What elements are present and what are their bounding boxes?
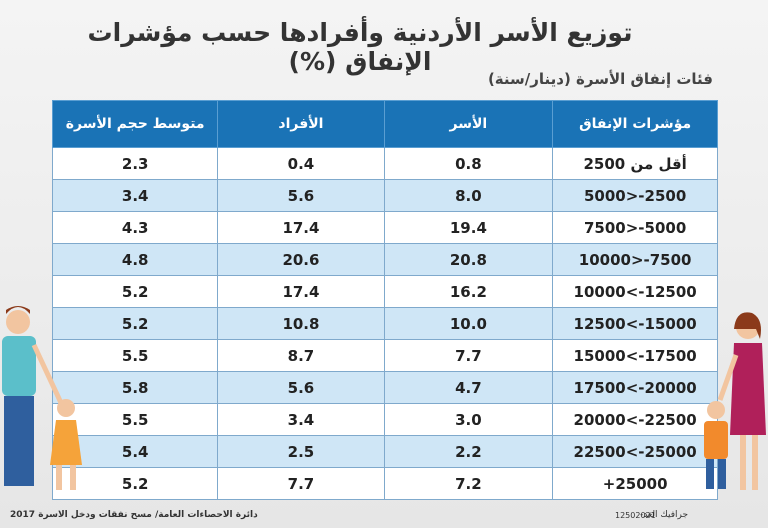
value-cell: 10.8 xyxy=(217,307,385,340)
range-cell: 7500>-5000 xyxy=(552,211,718,244)
value-cell: 8.0 xyxy=(383,179,554,212)
value-cell: 7.7 xyxy=(217,467,385,500)
column-header: الأفراد xyxy=(217,100,385,148)
value-cell: 2.3 xyxy=(51,147,219,180)
value-cell: 4.3 xyxy=(51,211,219,244)
table-row: 20000<-22500 3.0 3.4 5.5 xyxy=(51,403,718,436)
table: مؤشرات الإنفاق الأسر الأفراد متوسط حجم الأس… xyxy=(51,100,718,500)
value-cell: 20.6 xyxy=(217,243,385,276)
value-cell: 2.2 xyxy=(383,435,554,468)
value-cell: 8.7 xyxy=(217,339,385,372)
value-cell: 5.2 xyxy=(51,467,219,500)
table-row: أقل من 2500 0.8 0.4 2.3 xyxy=(51,147,718,180)
value-cell: 7.7 xyxy=(383,339,554,372)
range-cell: 10000>-7500 xyxy=(552,243,718,276)
family-illustration-left xyxy=(2,306,82,490)
range-cell: 15000<-17500 xyxy=(552,339,718,372)
value-cell: 5.6 xyxy=(217,371,385,404)
table-row: 15000<-17500 7.7 8.7 5.5 xyxy=(51,339,718,372)
table-row: 10000>-7500 20.8 20.6 4.8 xyxy=(51,243,718,276)
value-cell: 17.4 xyxy=(217,275,385,308)
value-cell: 20.8 xyxy=(383,243,554,276)
range-cell: 17500<-20000 xyxy=(552,371,718,404)
value-cell: 5.8 xyxy=(51,371,219,404)
range-cell: 12500<-15000 xyxy=(552,307,718,340)
range-cell: 22500<-25000 xyxy=(552,435,718,468)
table-row: +25000 7.2 7.7 5.2 xyxy=(51,467,718,500)
value-cell: 7.2 xyxy=(383,467,554,500)
title: توزيع الأسر الأردنية وأفرادها حسب مؤشرات… xyxy=(87,18,633,76)
table-row: 10000<-12500 16.2 17.4 5.2 xyxy=(51,275,718,308)
value-cell: 0.4 xyxy=(217,147,385,180)
range-cell: +25000 xyxy=(552,467,718,500)
table-row: 17500<-20000 4.7 5.6 5.8 xyxy=(51,371,718,404)
value-cell: 5.5 xyxy=(51,403,219,436)
graphic-code: 12502021 xyxy=(615,511,656,520)
value-cell: 4.7 xyxy=(383,371,554,404)
value-cell: 19.4 xyxy=(383,211,554,244)
range-cell: 5000>-2500 xyxy=(552,179,718,212)
header-row: مؤشرات الإنفاق الأسر الأفراد متوسط حجم الأس… xyxy=(51,100,718,148)
value-cell: 5.6 xyxy=(217,179,385,212)
range-cell: 20000<-22500 xyxy=(552,403,718,436)
value-cell: 5.2 xyxy=(51,275,219,308)
table-row: 12500<-15000 10.0 10.8 5.2 xyxy=(51,307,718,340)
value-cell: 17.4 xyxy=(217,211,385,244)
column-header: متوسط حجم الأسرة xyxy=(51,100,219,148)
range-cell: 10000<-12500 xyxy=(552,275,718,308)
table-row: 5000>-2500 8.0 5.6 3.4 xyxy=(51,179,718,212)
table-row: 22500<-25000 2.2 2.5 5.4 xyxy=(51,435,718,468)
range-cell: أقل من 2500 xyxy=(552,147,718,180)
value-cell: 4.8 xyxy=(51,243,219,276)
source-note: دائرة الاحصاءات العامة/ مسح نفقات ودخل ا… xyxy=(10,510,258,520)
column-header: مؤشرات الإنفاق xyxy=(552,100,718,148)
value-cell: 3.0 xyxy=(383,403,554,436)
table-row: 7500>-5000 19.4 17.4 4.3 xyxy=(51,211,718,244)
value-cell: 3.4 xyxy=(217,403,385,436)
credit: جرافيك الغد- xyxy=(640,510,689,520)
subtitle: فئات إنفاق الأسرة (دينار/سنة) xyxy=(487,70,713,88)
value-cell: 3.4 xyxy=(51,179,219,212)
value-cell: 10.0 xyxy=(383,307,554,340)
family-illustration-right xyxy=(704,312,766,490)
value-cell: 16.2 xyxy=(383,275,554,308)
value-cell: 0.8 xyxy=(383,147,554,180)
value-cell: 5.5 xyxy=(51,339,219,372)
table-body: أقل من 2500 0.8 0.4 2.3 5000>-2500 8.0 5.6 3.4 7… xyxy=(51,147,718,500)
column-header: الأسر xyxy=(383,100,554,148)
value-cell: 2.5 xyxy=(217,435,385,468)
